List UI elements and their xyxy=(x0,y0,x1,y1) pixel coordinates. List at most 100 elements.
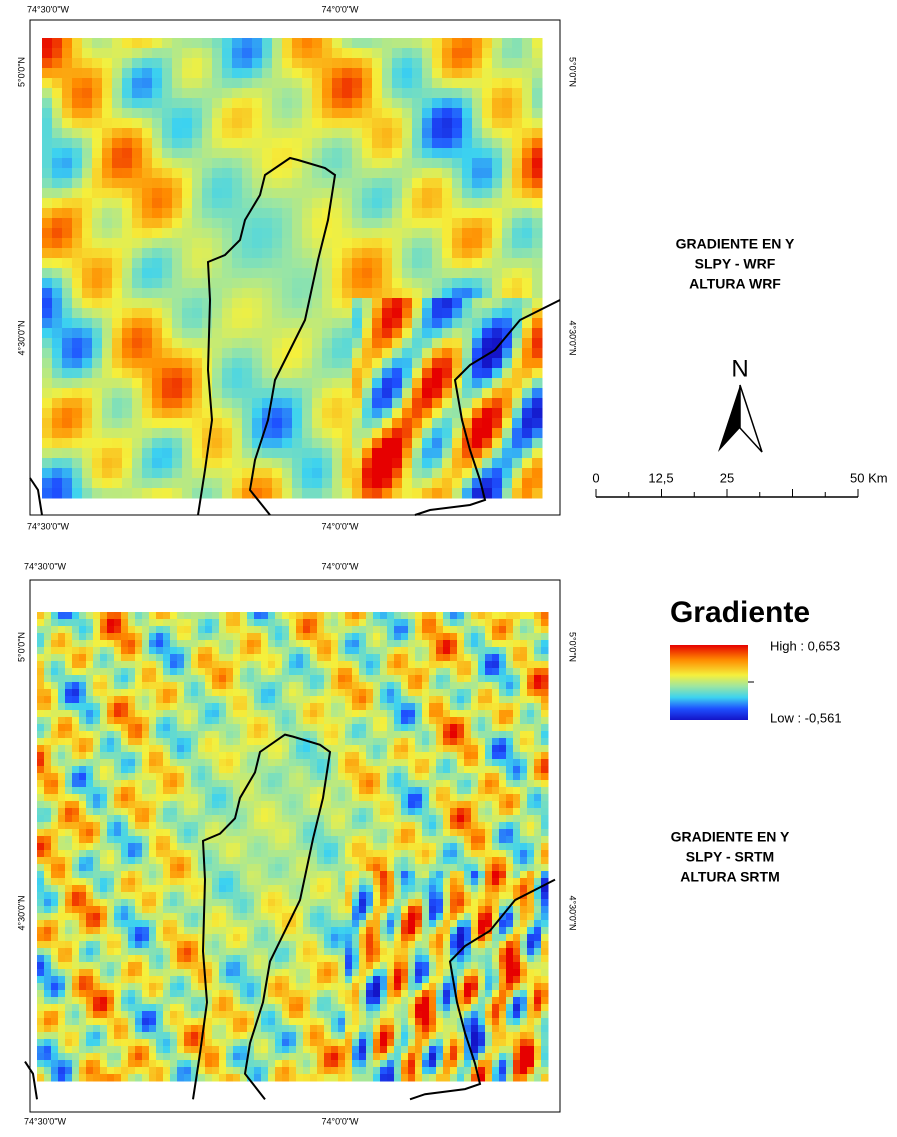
raster-cell xyxy=(332,278,343,289)
raster-cell xyxy=(212,298,223,309)
raster-cell xyxy=(522,278,533,289)
raster-cell xyxy=(289,745,297,753)
raster-cell xyxy=(226,661,234,669)
raster-cell xyxy=(492,58,503,69)
raster-cell xyxy=(37,626,45,634)
raster-cell xyxy=(170,843,178,851)
raster-cell xyxy=(450,752,458,760)
raster-cell xyxy=(182,478,193,489)
raster-cell xyxy=(122,438,133,449)
raster-cell xyxy=(191,661,199,669)
raster-cell xyxy=(152,128,163,139)
raster-cell xyxy=(121,682,129,690)
raster-cell xyxy=(457,857,465,865)
raster-cell xyxy=(135,843,143,851)
raster-cell xyxy=(114,759,122,767)
raster-cell xyxy=(534,675,542,683)
raster-cell xyxy=(44,731,52,739)
raster-cell xyxy=(506,843,514,851)
raster-cell xyxy=(240,654,248,662)
raster-cell xyxy=(450,836,458,844)
raster-cell xyxy=(142,368,153,379)
raster-cell xyxy=(172,328,183,339)
raster-cell xyxy=(275,773,283,781)
raster-cell xyxy=(252,418,263,429)
latitude-label: 5°0'0"N xyxy=(568,57,578,87)
raster-cell xyxy=(387,759,395,767)
raster-cell xyxy=(366,850,374,858)
raster-cell xyxy=(422,626,430,634)
raster-cell xyxy=(112,158,123,169)
raster-cell xyxy=(222,448,233,459)
raster-cell xyxy=(472,98,483,109)
raster-cell xyxy=(513,850,521,858)
raster-cell xyxy=(422,298,433,309)
raster-cell xyxy=(442,118,453,129)
raster-cell xyxy=(372,98,383,109)
raster-cell xyxy=(485,780,493,788)
raster-cell xyxy=(192,438,203,449)
raster-cell xyxy=(182,398,193,409)
raster-cell xyxy=(342,228,353,239)
raster-cell xyxy=(366,815,374,823)
raster-cell xyxy=(205,794,213,802)
raster-cell xyxy=(184,836,192,844)
raster-cell xyxy=(162,398,173,409)
raster-cell xyxy=(513,633,521,641)
raster-cell xyxy=(205,766,213,774)
raster-cell xyxy=(79,612,87,620)
raster-cell xyxy=(422,717,430,725)
raster-cell xyxy=(366,654,374,662)
raster-cell xyxy=(272,318,283,329)
raster-cell xyxy=(62,338,73,349)
raster-cell xyxy=(142,378,153,389)
raster-cell xyxy=(402,238,413,249)
raster-cell xyxy=(114,864,122,872)
raster-cell xyxy=(205,612,213,620)
raster-cell xyxy=(332,238,343,249)
raster-cell xyxy=(52,478,63,489)
raster-cell xyxy=(478,696,486,704)
raster-cell xyxy=(177,752,185,760)
raster-cell xyxy=(182,428,193,439)
raster-cell xyxy=(86,836,94,844)
raster-cell xyxy=(272,468,283,479)
raster-cell xyxy=(156,787,164,795)
raster-cell xyxy=(512,198,523,209)
raster-cell xyxy=(172,388,183,399)
raster-cell xyxy=(182,208,193,219)
raster-cell xyxy=(436,731,444,739)
raster-cell xyxy=(242,288,253,299)
raster-cell xyxy=(122,318,133,329)
raster-cell xyxy=(261,857,269,865)
raster-cell xyxy=(345,619,353,627)
raster-cell xyxy=(502,408,513,419)
raster-cell xyxy=(232,118,243,129)
raster-cell xyxy=(132,278,143,289)
raster-cell xyxy=(373,724,381,732)
raster-cell xyxy=(359,843,367,851)
raster-cell xyxy=(392,328,403,339)
raster-cell xyxy=(156,836,164,844)
raster-cell xyxy=(482,98,493,109)
raster-cell xyxy=(362,478,373,489)
raster-cell xyxy=(219,745,227,753)
raster-cell xyxy=(162,458,173,469)
raster-cell xyxy=(65,731,73,739)
raster-cell xyxy=(322,458,333,469)
raster-cell xyxy=(401,640,409,648)
raster-cell xyxy=(485,626,493,634)
raster-cell xyxy=(82,488,93,499)
raster-cell xyxy=(312,488,323,499)
raster-cell xyxy=(289,710,297,718)
raster-cell xyxy=(92,128,103,139)
raster-cell xyxy=(317,619,325,627)
raster-cell xyxy=(177,745,185,753)
raster-cell xyxy=(512,488,523,499)
raster-cell xyxy=(541,661,549,669)
raster-cell xyxy=(541,794,549,802)
raster-cell xyxy=(512,108,523,119)
raster-cell xyxy=(432,178,443,189)
raster-cell xyxy=(172,358,183,369)
raster-cell xyxy=(442,198,453,209)
